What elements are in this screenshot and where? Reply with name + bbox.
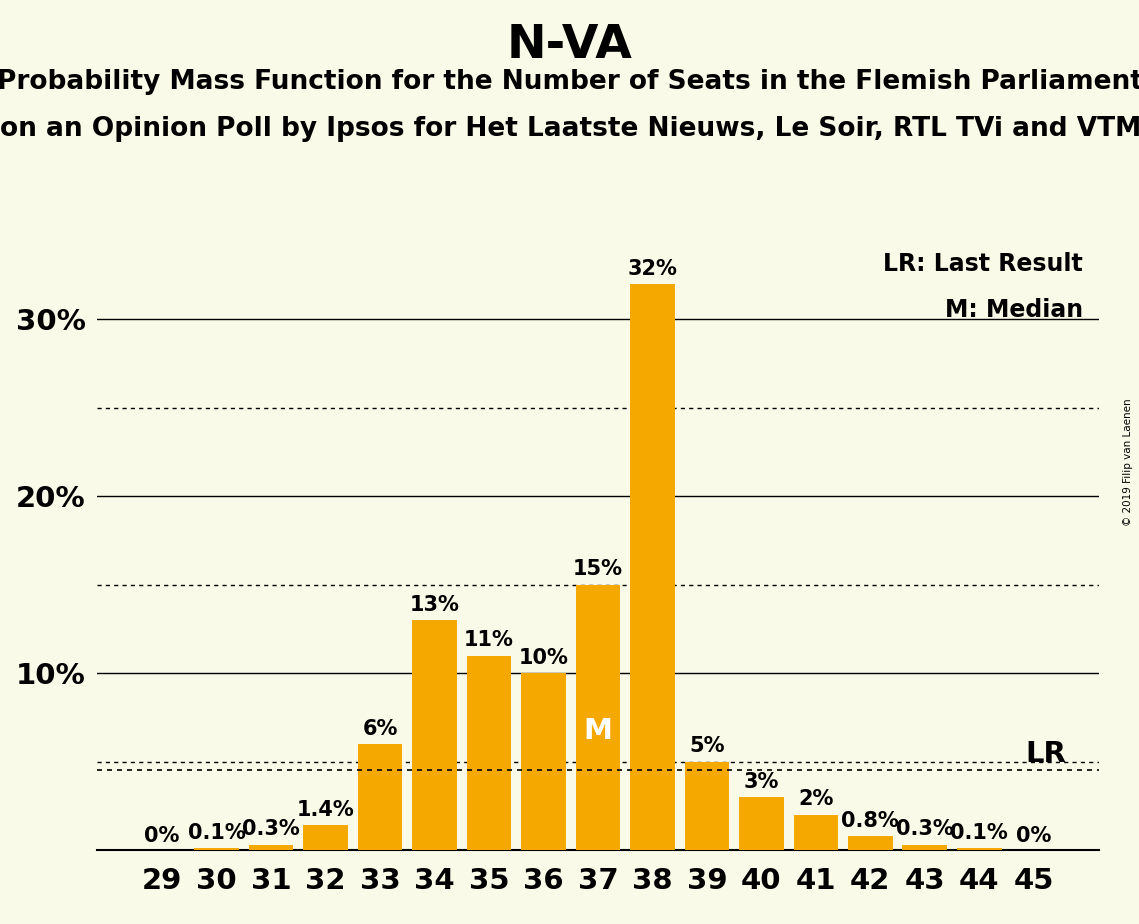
Bar xyxy=(195,848,239,850)
Bar xyxy=(849,836,893,850)
Text: 0.1%: 0.1% xyxy=(188,823,246,843)
Text: LR: Last Result: LR: Last Result xyxy=(883,252,1083,276)
Bar xyxy=(248,845,294,850)
Text: 15%: 15% xyxy=(573,559,623,579)
Text: M: M xyxy=(583,717,613,745)
Bar xyxy=(902,845,948,850)
Text: 5%: 5% xyxy=(689,736,724,757)
Text: LR: LR xyxy=(1025,740,1066,768)
Text: 0.8%: 0.8% xyxy=(842,810,899,831)
Text: 2%: 2% xyxy=(798,789,834,809)
Text: © 2019 Filip van Laenen: © 2019 Filip van Laenen xyxy=(1123,398,1133,526)
Bar xyxy=(739,797,784,850)
Bar xyxy=(685,761,729,850)
Text: 13%: 13% xyxy=(410,595,459,614)
Bar xyxy=(522,674,566,850)
Bar xyxy=(358,744,402,850)
Text: 6%: 6% xyxy=(362,719,398,738)
Bar xyxy=(794,815,838,850)
Text: 1.4%: 1.4% xyxy=(297,800,354,820)
Text: 10%: 10% xyxy=(518,648,568,668)
Text: 0%: 0% xyxy=(1016,826,1051,845)
Text: 0%: 0% xyxy=(145,826,180,845)
Text: 3%: 3% xyxy=(744,772,779,792)
Text: 32%: 32% xyxy=(628,259,678,279)
Text: 0.3%: 0.3% xyxy=(243,820,300,840)
Text: 0.3%: 0.3% xyxy=(896,820,953,840)
Text: 0.1%: 0.1% xyxy=(950,823,1008,843)
Text: N-VA: N-VA xyxy=(507,23,632,68)
Text: on an Opinion Poll by Ipsos for Het Laatste Nieuws, Le Soir, RTL TVi and VTM, 5–: on an Opinion Poll by Ipsos for Het Laat… xyxy=(0,116,1139,141)
Bar xyxy=(303,825,347,850)
Text: M: Median: M: Median xyxy=(944,298,1083,322)
Bar xyxy=(467,655,511,850)
Bar xyxy=(957,848,1001,850)
Bar xyxy=(630,284,674,850)
Text: 11%: 11% xyxy=(464,630,514,650)
Bar xyxy=(412,620,457,850)
Bar xyxy=(575,585,621,850)
Text: Probability Mass Function for the Number of Seats in the Flemish Parliament: Probability Mass Function for the Number… xyxy=(0,69,1139,95)
